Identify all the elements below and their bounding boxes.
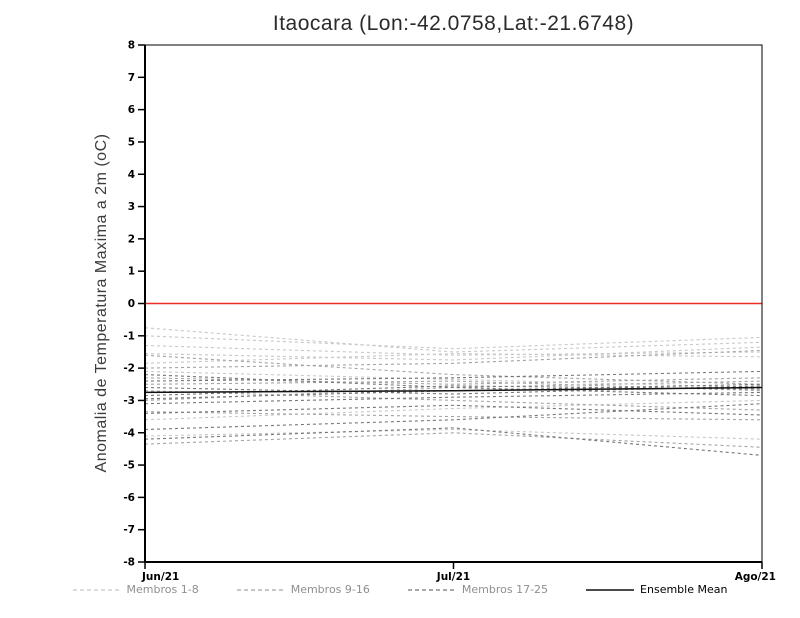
legend-item: Membros 17-25 (407, 583, 549, 596)
legend-label: Membros 1-8 (126, 583, 199, 596)
legend-line-sample (586, 588, 635, 591)
member-line-group-2 (144, 354, 763, 385)
legend-line-sample (407, 588, 456, 591)
x-tick-label: Jun/21 (141, 571, 179, 583)
member-line-group-1 (144, 353, 763, 364)
member-line-group-2 (144, 432, 763, 448)
y-tick-label: 5 (128, 136, 135, 148)
legend-line-sample (236, 588, 285, 591)
legend-item: Membros 9-16 (236, 583, 370, 596)
y-tick-label: -1 (123, 330, 135, 342)
member-line-group-2 (144, 390, 763, 411)
y-tick-label: 1 (128, 266, 135, 278)
y-tick-label: 2 (128, 233, 135, 245)
member-line-group-3 (144, 404, 763, 416)
legend-label: Membros 17-25 (461, 583, 549, 596)
y-tick-label: -4 (123, 427, 135, 439)
y-tick-label: -6 (123, 492, 135, 504)
x-tick-label: Ago/21 (735, 571, 776, 583)
y-tick-label: 7 (128, 72, 135, 84)
member-line-group-1 (144, 327, 763, 353)
y-tick-label: -7 (123, 524, 135, 536)
legend-label: Membros 9-16 (290, 583, 370, 596)
member-line-group-1 (144, 399, 763, 421)
member-line-group-2 (144, 411, 763, 421)
legend-label: Ensemble Mean (640, 583, 728, 596)
member-line-group-3 (144, 370, 763, 382)
member-line-group-1 (144, 344, 763, 356)
member-line-group-3 (144, 374, 763, 397)
legend-item: Membros 1-8 (72, 583, 199, 596)
y-tick-label: 0 (128, 298, 135, 310)
legend-line-sample (72, 588, 121, 591)
legend: Membros 1-8 Membros 9-16 Membros 17-25 Ense… (0, 583, 800, 596)
member-line-group-1 (144, 335, 763, 350)
member-line-group-3 (144, 391, 763, 405)
member-line-group-1 (144, 428, 763, 440)
y-tick-label: -5 (123, 460, 135, 472)
y-tick-label: -8 (123, 557, 135, 569)
y-tick-label: -3 (123, 395, 135, 407)
member-line-group-3 (144, 385, 763, 395)
member-line-group-2 (144, 380, 763, 392)
ensemble-mean-line (144, 386, 763, 394)
y-tick-label: 8 (128, 40, 135, 52)
y-tick-label: 3 (128, 201, 135, 213)
member-line-group-3 (144, 403, 763, 431)
member-line-group-1 (144, 346, 763, 361)
member-line-group-3 (144, 427, 763, 456)
legend-item: Ensemble Mean (586, 583, 727, 596)
y-tick-label: 4 (128, 169, 135, 181)
chart-title: Itaocara (Lon:-42.0758,Lat:-21.6748) (272, 12, 635, 35)
member-line-group-2 (144, 349, 763, 369)
member-line-group-1 (144, 370, 763, 389)
y-tick-label: 6 (128, 104, 135, 116)
x-tick-label: Jul/21 (436, 571, 470, 583)
y-tick-label: -2 (123, 363, 135, 375)
